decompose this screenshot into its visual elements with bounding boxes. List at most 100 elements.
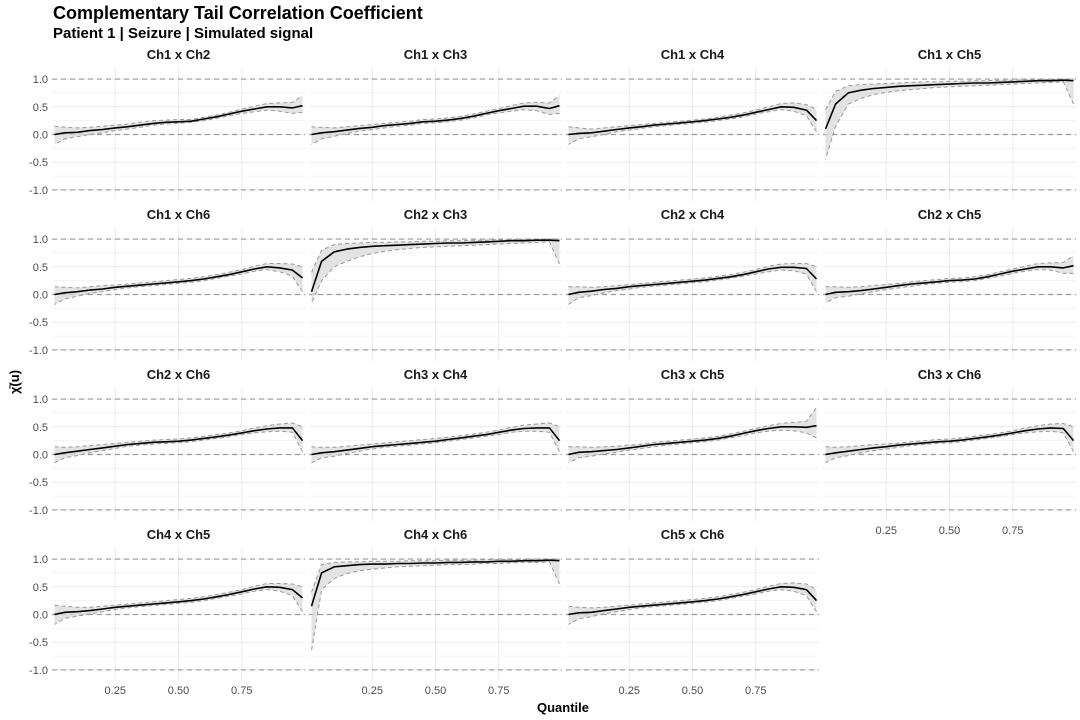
y-tick-label: -1.0	[29, 345, 48, 357]
band-lower-line	[54, 109, 303, 145]
y-tick-label: 1.0	[33, 234, 48, 246]
y-tick-label: 1.0	[33, 394, 48, 406]
band-lower-line	[311, 109, 560, 145]
y-tick-label: 1.0	[33, 554, 48, 566]
facet-label: Ch2 x Ch4	[661, 207, 725, 222]
facet-label: Ch1 x Ch3	[404, 47, 468, 62]
facet-panel: Ch1 x Ch5	[823, 47, 1076, 201]
y-tick-label: 0.0	[33, 610, 48, 622]
facet-label: Ch1 x Ch5	[918, 47, 982, 62]
x-tick-label: 0.25	[619, 685, 640, 697]
y-tick-label: -0.5	[29, 637, 48, 649]
y-tick-label: 1.0	[33, 74, 48, 86]
facet-label: Ch3 x Ch6	[918, 367, 982, 382]
y-tick-label: 0.5	[33, 102, 48, 114]
band-lower-line	[568, 109, 817, 145]
band-upper-line	[54, 95, 303, 129]
facet-panel: Ch2 x Ch3	[309, 207, 562, 361]
x-tick-label: 0.50	[168, 685, 189, 697]
y-tick-label: 0.5	[33, 262, 48, 274]
band-lower-line	[825, 269, 1074, 304]
facet-label: Ch1 x Ch2	[147, 47, 211, 62]
facet-label: Ch4 x Ch6	[404, 527, 468, 542]
band-lower-line	[311, 241, 560, 304]
facet-panel: Ch3 x Ch6 0.25 0.50 0.75	[823, 367, 1076, 537]
y-tick-label: -1.0	[29, 505, 48, 517]
confidence-band	[825, 255, 1074, 303]
band-lower-line	[54, 589, 303, 625]
band-upper-line	[54, 263, 303, 289]
series-line	[310, 239, 560, 292]
chart-subtitle: Patient 1 | Seizure | Simulated signal	[53, 25, 314, 42]
band-upper-line	[568, 102, 817, 130]
facet-panel: Ch2 x Ch6 1.0 0.5 0.0 -0.5 -1.0	[29, 367, 305, 521]
band-lower-line	[825, 430, 1074, 464]
series-line	[54, 427, 304, 456]
x-tick-label: 0.25	[362, 685, 383, 697]
confidence-band	[568, 407, 817, 463]
series-line	[568, 266, 818, 296]
band-upper-line	[825, 255, 1074, 288]
facet-label: Ch2 x Ch6	[147, 367, 211, 382]
series-line	[311, 104, 560, 136]
facet-panel: Ch3 x Ch4	[309, 367, 562, 521]
series-line	[310, 559, 560, 607]
band-upper-line	[54, 583, 303, 608]
y-tick-label: 0.5	[33, 582, 48, 594]
series-line	[568, 585, 818, 616]
band-upper-line	[311, 558, 560, 593]
band-lower-line	[568, 269, 817, 305]
x-tick-label: 0.25	[105, 685, 126, 697]
confidence-band	[311, 559, 560, 651]
band-upper-line	[568, 582, 817, 609]
confidence-band	[311, 95, 560, 145]
y-tick-label: 0.0	[33, 290, 48, 302]
facet-label: Ch3 x Ch4	[404, 367, 468, 382]
series-line	[54, 265, 303, 296]
facet-panel: Ch4 x Ch5 1.0 0.5 0.0 -0.5 -1.0 0.25 0.50 0.75	[29, 527, 305, 697]
confidence-band	[54, 95, 303, 145]
x-tick-label: 0.75	[488, 685, 509, 697]
facet-panel: Ch3 x Ch5	[566, 367, 819, 521]
confidence-band	[825, 79, 1074, 160]
y-tick-label: 0.0	[33, 450, 48, 462]
facet-panel: Ch2 x Ch4	[566, 207, 819, 361]
series-line	[568, 424, 817, 456]
band-lower-line	[568, 589, 817, 625]
facet-panel: Ch1 x Ch3	[309, 47, 562, 201]
x-tick-label: 0.50	[682, 685, 703, 697]
series-line	[825, 264, 1074, 296]
facet-label: Ch1 x Ch6	[147, 207, 211, 222]
band-upper-line	[825, 78, 1074, 110]
x-tick-label: 0.75	[231, 685, 252, 697]
x-tick-label: 0.75	[745, 685, 766, 697]
y-tick-label: -1.0	[29, 665, 48, 677]
facet-label: Ch4 x Ch5	[147, 527, 211, 542]
facet-label: Ch5 x Ch6	[661, 527, 725, 542]
series-line	[825, 427, 1075, 456]
band-upper-line	[568, 407, 817, 448]
y-axis-title: χ̄(u)	[7, 370, 22, 394]
facet-panel: Ch5 x Ch6 0.25 0.50 0.75	[566, 527, 819, 697]
y-tick-label: -0.5	[29, 317, 48, 329]
facet-label: Ch1 x Ch4	[661, 47, 725, 62]
facet-panel: Ch1 x Ch4	[566, 47, 819, 201]
confidence-band	[568, 582, 817, 625]
y-tick-label: -1.0	[29, 185, 48, 197]
x-tick-label: 0.25	[876, 525, 897, 537]
facet-panel: Ch4 x Ch6 0.25 0.50 0.75	[309, 527, 562, 697]
chart-title: Complementary Tail Correlation Coefficie…	[53, 3, 423, 23]
y-tick-label: -0.5	[29, 477, 48, 489]
series-line	[54, 104, 303, 136]
facet-label: Ch2 x Ch5	[918, 207, 982, 222]
band-lower-line	[568, 429, 817, 464]
facet-panel: Ch1 x Ch2 1.0 0.5 0.0 -0.5 -1.0	[29, 47, 305, 201]
x-tick-label: 0.50	[939, 525, 960, 537]
facet-label: Ch3 x Ch5	[661, 367, 725, 382]
facet-label: Ch2 x Ch3	[404, 207, 468, 222]
band-lower-line	[311, 430, 560, 464]
band-lower-line	[54, 430, 303, 464]
y-tick-label: 0.0	[33, 130, 48, 142]
x-tick-label: 0.50	[425, 685, 446, 697]
